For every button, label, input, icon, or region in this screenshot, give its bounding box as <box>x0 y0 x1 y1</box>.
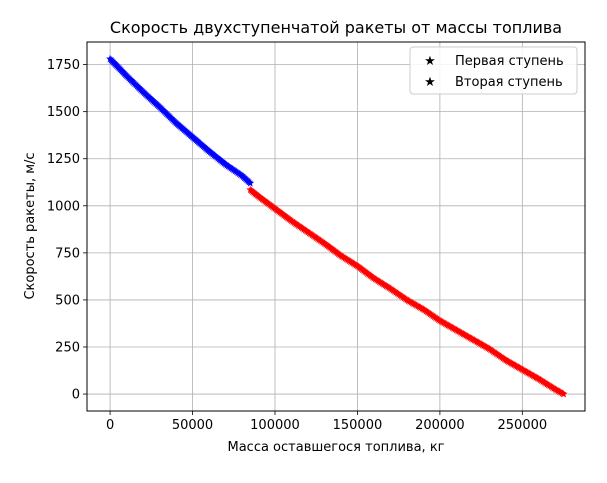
data-point <box>246 185 255 194</box>
y-tick-label: 750 <box>55 246 80 261</box>
legend-frame <box>409 46 578 95</box>
x-tick-label: 50000 <box>172 418 213 433</box>
y-tick-label: 1000 <box>47 199 80 214</box>
legend-marker-first-stage: ★ <box>424 54 436 69</box>
x-tick-label: 0 <box>106 418 114 433</box>
x-tick-label: 250000 <box>498 418 548 433</box>
axes: 0 50000 100000 150000 200000 250000 0 250 500 750… <box>47 58 547 433</box>
plot-frame <box>86 41 586 412</box>
legend-marker-second-stage: ★ <box>424 75 436 90</box>
legend-label-first-stage: Первая ступень <box>455 54 564 69</box>
y-tick-label: 1250 <box>47 152 80 167</box>
y-tick-label: 1750 <box>47 58 80 73</box>
chart-title: Скорость двухступенчатой ракеты от массы… <box>110 18 562 37</box>
x-tick-label: 100000 <box>250 418 300 433</box>
y-axis-label: Скорость ракеты, м/с <box>23 152 38 299</box>
y-tick-label: 250 <box>55 340 80 355</box>
x-axis-label: Масса оставшегося топлива, кг <box>227 440 444 455</box>
series-first-stage <box>246 185 568 398</box>
y-tick-label: 1500 <box>47 105 80 120</box>
legend-label-second-stage: Вторая ступень <box>455 75 563 90</box>
legend: ★ Первая ступень ★ Вторая ступень <box>409 46 578 95</box>
x-tick-label: 150000 <box>333 418 383 433</box>
data-point <box>106 54 115 63</box>
y-tick-label: 0 <box>72 388 80 403</box>
plot-data <box>106 54 568 398</box>
series-second-stage <box>106 54 255 187</box>
y-tick-label: 500 <box>55 293 80 308</box>
x-tick-label: 200000 <box>415 418 465 433</box>
